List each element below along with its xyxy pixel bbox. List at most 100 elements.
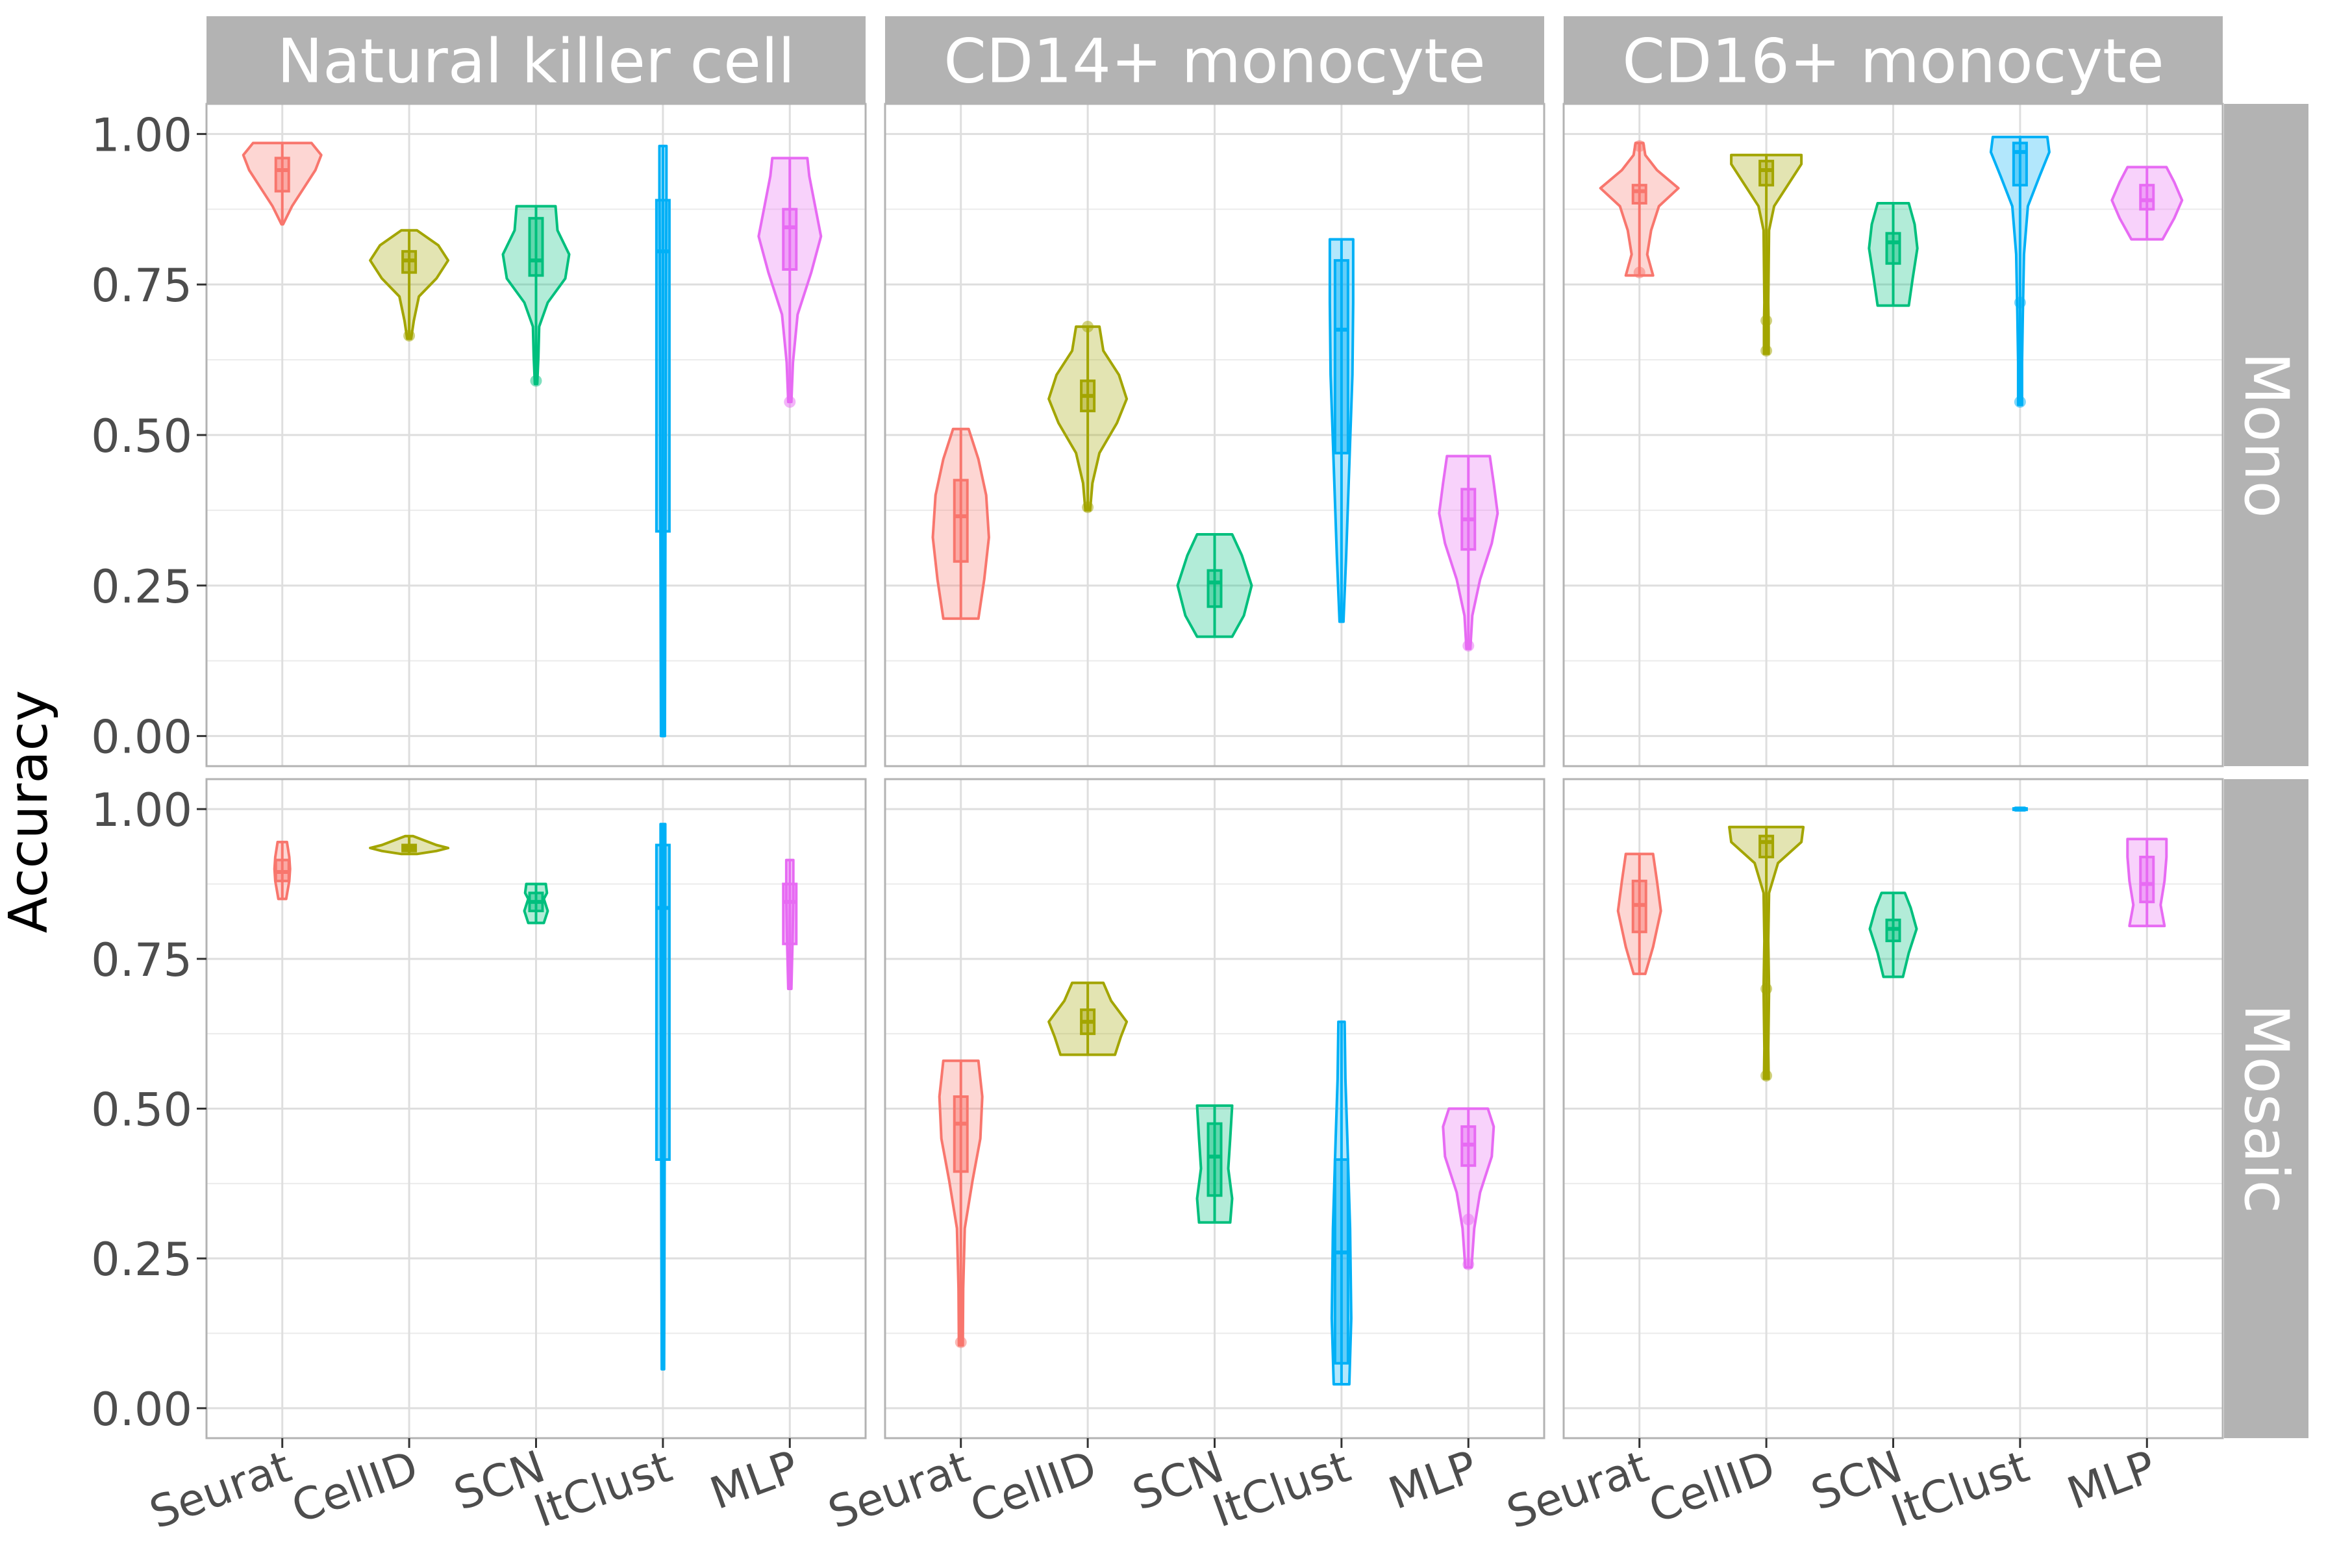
outlier-point: [1082, 501, 1094, 514]
outlier-point: [1760, 345, 1773, 357]
violin-itclust: [1989, 136, 2051, 408]
y-tick-label: 0.75: [91, 934, 192, 987]
boxplot-box: [1758, 834, 1775, 858]
y-axis-label: Accuracy: [0, 690, 60, 933]
outlier-point: [1462, 640, 1475, 652]
strip-label: CD16+ monocyte: [1622, 27, 2164, 97]
violin-mlp: [1438, 454, 1499, 652]
x-tick-label: CellID: [1642, 1441, 1782, 1534]
boxplot-box: [1631, 184, 1647, 205]
violin-mlp: [757, 156, 823, 408]
boxplot-box: [1207, 1122, 1223, 1197]
boxplot-box: [274, 156, 290, 193]
violin-scn: [1176, 533, 1253, 638]
y-tick-label: 0.00: [91, 711, 192, 764]
violin-mlp: [1442, 1107, 1495, 1271]
strip-background: [2224, 104, 2308, 766]
outlier-point: [1082, 321, 1094, 333]
y-tick-label: 0.75: [91, 259, 192, 312]
boxplot-box: [2139, 855, 2155, 904]
strip-label: Natural killer cell: [277, 27, 795, 97]
boxplot-box: [1333, 259, 1349, 454]
outlier-point: [1462, 1258, 1475, 1271]
x-tick-label: MLP: [1382, 1441, 1484, 1520]
facet-strip-mosaic: Mosaic: [2224, 779, 2308, 1438]
boxplot-box: [1333, 1158, 1349, 1365]
outlier-point: [530, 375, 542, 387]
y-tick-label: 0.25: [91, 1233, 192, 1286]
violin-cellid: [1047, 321, 1129, 514]
boxplot-box: [2012, 142, 2028, 187]
y-tick-label: 0.25: [91, 560, 192, 614]
y-tick-label: 0.50: [91, 1084, 192, 1137]
boxplot-box: [953, 479, 969, 563]
x-tick-label: MLP: [704, 1441, 805, 1520]
facet-strip-cd14-monocyte: CD14+ monocyte: [885, 16, 1544, 104]
x-tick-label: CellID: [964, 1441, 1103, 1534]
strip-background: [206, 16, 866, 104]
y-axis-mosaic: 0.00 0.25 0.50 0.75 1.00: [91, 784, 206, 1436]
violin-cellid: [1047, 981, 1129, 1056]
strip-label: Mosaic: [2231, 1004, 2301, 1213]
boxplot-box: [1885, 232, 1901, 265]
outlier-point: [784, 396, 796, 408]
facet-strip-cd16-monocyte: CD16+ monocyte: [1564, 16, 2223, 104]
outlier-point: [403, 330, 416, 342]
violin-scn: [1868, 891, 1918, 978]
boxplot-box: [782, 882, 798, 945]
violin-seurat: [242, 142, 323, 226]
boxplot-box: [1758, 160, 1775, 187]
y-tick-label: 0.00: [91, 1383, 192, 1436]
violin-cellid: [1728, 825, 1805, 1082]
violin-seurat: [273, 840, 292, 901]
outlier-point: [2014, 297, 2026, 308]
violin-itclust: [655, 823, 671, 1371]
panel-mono-cd16-monocyte: [1562, 103, 2224, 767]
strip-background: [1564, 16, 2223, 104]
y-tick-label: 0.50: [91, 410, 192, 463]
boxplot-box: [782, 208, 798, 271]
violin-mlp: [782, 858, 798, 990]
violin-seurat: [1599, 140, 1680, 279]
violin-seurat: [938, 1059, 984, 1349]
outlier-point: [1633, 140, 1645, 152]
y-axis-mono: 0.00 0.25 0.50 0.75 1.00: [91, 108, 206, 764]
x-tick-label: Seurat: [822, 1441, 977, 1539]
strip-label: Mono: [2231, 352, 2301, 518]
outlier-point: [1462, 1213, 1475, 1226]
x-tick-label: ItClust: [1207, 1441, 1357, 1538]
facet-strip-natural-killer-cell: Natural killer cell: [206, 16, 866, 104]
boxplot-box: [1207, 569, 1223, 608]
boxplot-box: [2139, 184, 2155, 211]
violin-mlp: [2110, 166, 2184, 241]
outlier-point: [1760, 982, 1773, 995]
boxplot-box: [953, 1095, 969, 1173]
x-tick-label: Seurat: [1501, 1441, 1655, 1539]
strip-background: [2224, 779, 2308, 1438]
violin-itclust: [1328, 238, 1355, 623]
outlier-point: [1760, 1069, 1773, 1082]
boxplot-box: [655, 843, 671, 1161]
panel-mosaic-natural-killer-cell: [205, 778, 867, 1439]
strip-background: [885, 16, 1544, 104]
violin-cellid: [369, 834, 450, 856]
violin-seurat: [1616, 852, 1662, 975]
violin-itclust: [655, 144, 671, 738]
boxplot-box: [655, 199, 671, 533]
violin-scn: [1868, 202, 1919, 307]
violin-mlp: [2126, 838, 2168, 928]
outlier-point: [1633, 266, 1645, 279]
panel-mono-cd14-monocyte: [884, 103, 1545, 767]
violin-scn: [1195, 1104, 1234, 1224]
y-tick-label: 1.00: [91, 784, 192, 837]
x-tick-label: ItClust: [1885, 1441, 2036, 1538]
panel-mosaic-cd14-monocyte: [884, 778, 1545, 1439]
boxplot-box: [528, 217, 544, 277]
x-tick-label: MLP: [2061, 1441, 2162, 1520]
y-tick-label: 1.00: [91, 108, 192, 162]
